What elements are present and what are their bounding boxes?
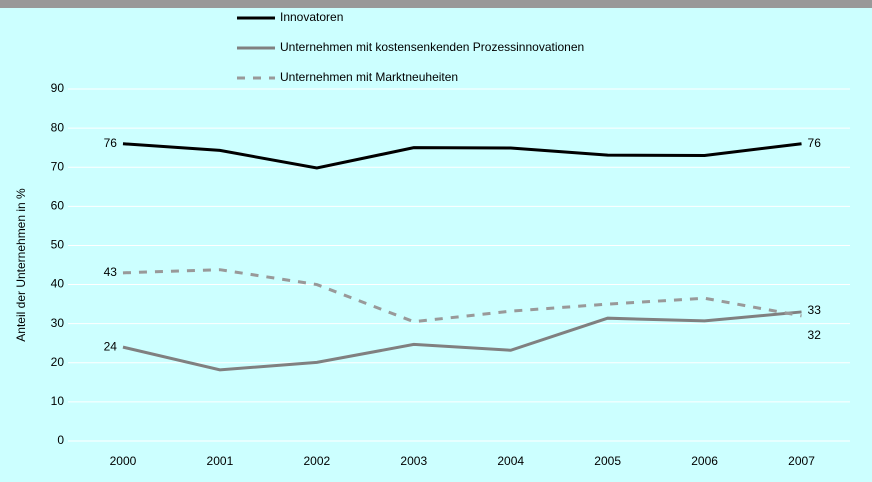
x-tick-label: 2004 [497,454,524,468]
legend-label: Unternehmen mit kostensenkenden Prozessi… [280,40,584,54]
x-tick-label: 2003 [400,454,427,468]
y-tick-label: 20 [51,355,65,369]
legend-label: Innovatoren [280,10,343,24]
x-tick-label: 2007 [788,454,815,468]
x-tick-label: 2000 [110,454,137,468]
top-bar [0,0,872,8]
value-label: 33 [808,303,822,317]
y-tick-label: 90 [51,81,65,95]
y-tick-label: 0 [57,433,64,447]
value-label: 76 [104,136,118,150]
x-tick-label: 2005 [594,454,621,468]
x-tick-label: 2006 [691,454,718,468]
y-tick-label: 70 [51,159,65,173]
x-tick-label: 2001 [207,454,234,468]
series-line [122,310,802,372]
value-label: 32 [808,328,822,342]
x-tick-label: 2002 [303,454,330,468]
y-tick-label: 60 [51,199,65,213]
value-label: 76 [808,136,822,150]
y-tick-label: 40 [51,277,65,291]
y-tick-label: 50 [51,238,65,252]
y-tick-label: 30 [51,316,65,330]
value-label: 24 [104,339,118,353]
y-tick-label: 80 [51,120,65,134]
value-label: 43 [104,265,118,279]
series-line [122,142,802,170]
legend-label: Unternehmen mit Marktneuheiten [280,70,458,84]
y-axis-label: Anteil der Unternehmen in % [14,188,28,342]
y-tick-label: 10 [51,394,65,408]
series-line [122,268,802,324]
